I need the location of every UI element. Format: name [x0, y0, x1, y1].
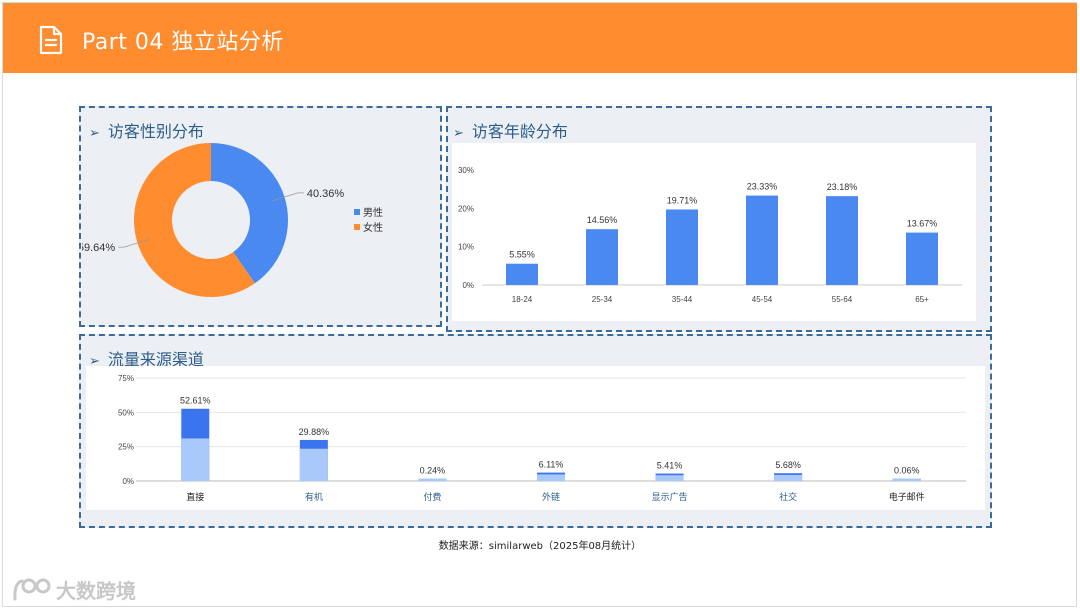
- gender-panel-title-text: 访客性别分布: [107, 122, 204, 141]
- donut-leader-line-1: [118, 238, 151, 248]
- donut-slice-0: [211, 143, 289, 284]
- traffic-data-label: 52.61%: [180, 396, 211, 406]
- age-x-tick-label: 25-34: [592, 295, 613, 304]
- document-icon: [39, 25, 63, 55]
- donut-data-label-0: 40.36%: [307, 188, 345, 200]
- traffic-x-tick-label: 直接: [186, 491, 204, 502]
- traffic-x-tick-label: 社交: [779, 491, 797, 502]
- traffic-x-tick-label: 外链: [542, 491, 560, 502]
- traffic-bar-lower-直接: [181, 438, 210, 481]
- age-data-label: 23.33%: [747, 182, 778, 192]
- traffic-data-label: 5.41%: [657, 461, 683, 471]
- traffic-data-label: 5.68%: [775, 460, 801, 470]
- traffic-y-tick-label: 25%: [118, 443, 134, 452]
- traffic-bar-lower-外链: [537, 474, 565, 481]
- brand-logo: 大数跨境: [12, 575, 136, 604]
- legend-label-0: 男性: [363, 206, 383, 219]
- traffic-y-tick-label: 50%: [118, 408, 134, 417]
- age-y-tick-label: 20%: [458, 204, 474, 213]
- age-x-tick-label: 45-54: [752, 295, 773, 304]
- age-x-tick-label: 65+: [915, 295, 929, 304]
- traffic-bar-lower-电子邮件: [892, 478, 921, 481]
- donut-data-label-1: 59.64%: [82, 242, 115, 254]
- age-data-label: 13.67%: [907, 219, 938, 229]
- age-bar-25-34: [586, 229, 618, 285]
- chevron-right-icon: ➢: [453, 126, 464, 141]
- traffic-y-tick-label: 0%: [122, 477, 134, 486]
- age-bar-55-64: [826, 196, 858, 285]
- legend-label-1: 女性: [363, 221, 383, 234]
- traffic-bar-lower-社交: [774, 474, 803, 481]
- traffic-x-tick-label: 电子邮件: [889, 491, 925, 502]
- traffic-data-label: 0.24%: [420, 466, 446, 476]
- chevron-right-icon: ➢: [89, 126, 100, 141]
- age-x-tick-label: 35-44: [672, 295, 693, 304]
- age-y-tick-label: 30%: [458, 166, 474, 175]
- traffic-x-tick-label: 付费: [423, 491, 441, 502]
- age-data-label: 5.55%: [509, 250, 535, 260]
- traffic-data-label: 29.88%: [299, 427, 330, 437]
- page-title: Part 04 独立站分析: [82, 30, 284, 55]
- traffic-y-tick-label: 75%: [118, 374, 134, 383]
- age-x-tick-label: 55-64: [832, 295, 853, 304]
- data-source-note: 数据来源：similarweb（2025年08月统计）: [438, 541, 642, 552]
- legend-swatch-1: [354, 224, 360, 230]
- traffic-panel-title-text: 流量来源渠道: [107, 350, 204, 369]
- traffic-bar-lower-付费: [418, 478, 447, 481]
- chevron-right-icon: ➢: [89, 354, 100, 369]
- age-y-tick-label: 10%: [458, 243, 474, 252]
- traffic-stacked-bar-chart: 0% 25% 50% 75% 52.61% 直接 29.88% 有机 0.24% 付费 6.11% 外…: [118, 374, 966, 502]
- age-panel-title: ➢ 访客年龄分布: [453, 118, 568, 142]
- age-panel-title-text: 访客年龄分布: [471, 122, 568, 141]
- legend-swatch-0: [354, 209, 360, 215]
- age-y-tick-label: 0%: [462, 281, 474, 290]
- donut-slice-1: [134, 143, 255, 297]
- traffic-panel-title: ➢ 流量来源渠道: [89, 346, 204, 370]
- age-bar-65+: [906, 232, 938, 285]
- age-x-tick-label: 18-24: [512, 295, 533, 304]
- traffic-x-tick-label: 有机: [305, 491, 323, 502]
- gender-panel-title: ➢ 访客性别分布: [89, 118, 204, 142]
- age-data-label: 23.18%: [827, 182, 858, 192]
- traffic-x-tick-label: 显示广告: [652, 491, 688, 502]
- age-bar-18-24: [506, 263, 538, 285]
- logo-mark-icon: [13, 578, 51, 600]
- age-data-label: 19.71%: [667, 195, 698, 205]
- age-bar-chart: 0% 10% 20% 30% 5.55% 18-24 14.56% 25-34 19.71% 35…: [458, 166, 962, 304]
- traffic-data-label: 0.06%: [894, 466, 920, 476]
- traffic-chart-background: [86, 366, 985, 510]
- donut-leader-line-0: [271, 192, 304, 202]
- header-bar: Part 04 独立站分析: [3, 3, 1077, 73]
- age-bar-45-54: [746, 195, 778, 285]
- age-data-label: 14.56%: [587, 215, 618, 225]
- age-bar-35-44: [666, 209, 698, 285]
- age-chart-background: [452, 143, 976, 321]
- logo-text: 大数跨境: [56, 579, 136, 603]
- traffic-bar-lower-有机: [299, 448, 328, 481]
- traffic-data-label: 6.11%: [539, 460, 564, 470]
- traffic-bar-lower-显示广告: [655, 475, 684, 481]
